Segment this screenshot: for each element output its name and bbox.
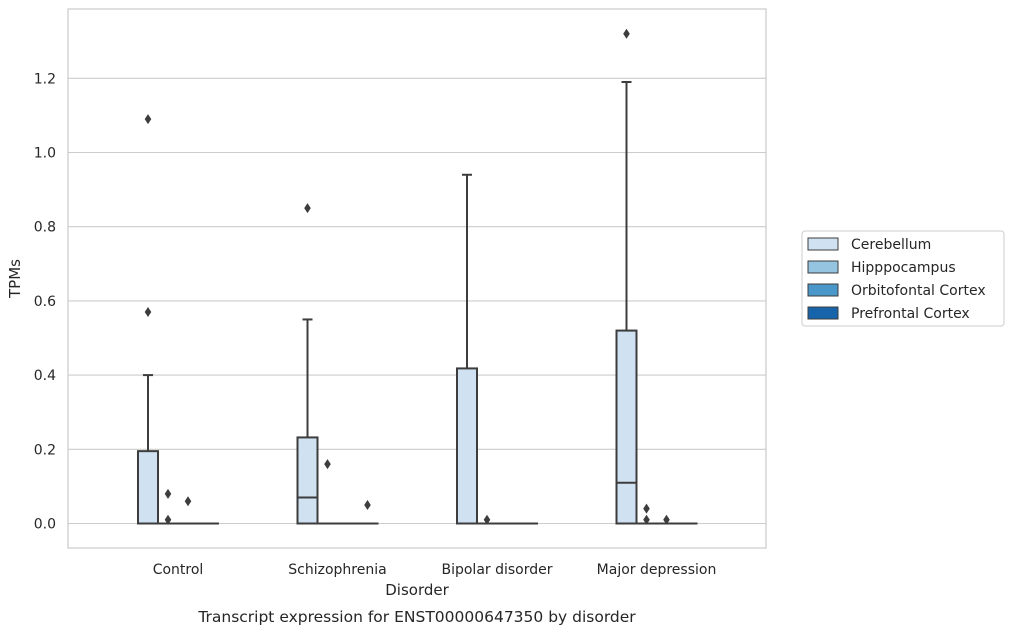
box-iqr — [137, 450, 159, 525]
box-plot-marks — [137, 28, 698, 525]
y-tick-label: 0.6 — [34, 294, 56, 310]
outlier-point — [144, 307, 152, 318]
figure-caption: Transcript expression for ENST0000064735… — [197, 608, 636, 626]
y-tick-label: 0.4 — [34, 368, 56, 384]
box-orbitofontal-cortex — [177, 496, 199, 525]
legend: Cerebellum Hipppocampus Orbitofontal Corte… — [801, 230, 1005, 327]
x-axis-label: Disorder — [385, 581, 449, 599]
box-hipppocampus — [635, 503, 658, 525]
x-tick-label: Schizophrenia — [288, 562, 386, 578]
outlier-point — [184, 496, 192, 507]
legend-swatch — [807, 237, 839, 251]
outlier-point — [324, 459, 331, 470]
outlier-point — [304, 203, 311, 214]
box-cerebellum — [137, 114, 159, 525]
box-orbitofontal-cortex — [655, 514, 678, 525]
legend-label: Hipppocampus — [851, 260, 956, 276]
x-tick-label: Major depression — [597, 562, 717, 578]
box-hipppocampus — [476, 514, 498, 525]
box-hipppocampus — [157, 488, 179, 525]
outlier-point — [164, 514, 172, 525]
y-tick-label: 1.2 — [34, 71, 56, 87]
y-tick-label: 1.0 — [34, 146, 56, 162]
legend-label: Prefrontal Cortex — [851, 306, 970, 322]
outlier-point — [663, 514, 670, 525]
x-tick-label: Control — [153, 562, 204, 578]
outlier-point — [144, 114, 152, 125]
box-iqr — [456, 367, 478, 525]
outlier-point — [623, 28, 630, 39]
outlier-point — [643, 503, 650, 514]
box-prefrontal-cortex — [356, 499, 379, 525]
outlier-point — [364, 499, 371, 510]
y-tick-label: 0.8 — [34, 220, 56, 236]
y-tick-label: 0.0 — [34, 517, 56, 533]
x-tick-label: Bipolar disorder — [441, 562, 552, 578]
legend-label: Orbitofontal Cortex — [851, 283, 986, 299]
box-iqr — [615, 329, 638, 525]
box-cerebellum — [615, 28, 638, 525]
outlier-point — [164, 488, 172, 499]
outlier-point — [483, 514, 491, 525]
y-axis-label: TPMs — [6, 259, 24, 299]
y-tick-label: 0.2 — [34, 442, 56, 458]
box-cerebellum — [296, 203, 319, 525]
legend-label: Cerebellum — [851, 237, 931, 253]
legend-swatch — [807, 283, 839, 297]
outlier-point — [643, 514, 650, 525]
legend-swatch — [807, 306, 839, 320]
box-iqr — [296, 436, 319, 525]
legend-swatch — [807, 260, 839, 274]
grid-lines — [68, 77, 766, 525]
legend-frame — [801, 230, 1005, 327]
x-axis-ticks: Control Schizophrenia Bipolar disorder Majo… — [153, 562, 717, 578]
plot-area-border — [67, 8, 767, 549]
box-hipppocampus — [316, 459, 339, 525]
y-axis-ticks: 0.0 0.2 0.4 0.6 0.8 1.0 1.2 — [34, 71, 56, 532]
box-cerebellum — [456, 173, 478, 525]
